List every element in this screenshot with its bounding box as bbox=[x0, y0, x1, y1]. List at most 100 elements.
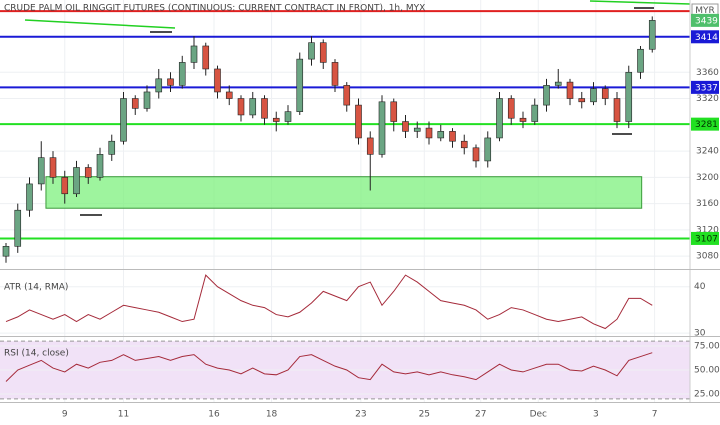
currency: MYR bbox=[695, 6, 715, 16]
level-label-box bbox=[691, 231, 719, 245]
candle-body bbox=[613, 98, 621, 122]
candle-body bbox=[296, 58, 304, 112]
y-tick-label: 40 bbox=[694, 282, 706, 292]
y-tick-label: 3360 bbox=[696, 68, 719, 78]
candle-body bbox=[413, 127, 421, 132]
candle-body bbox=[14, 209, 22, 247]
candle-body bbox=[202, 45, 210, 70]
y-tick-label: 3200 bbox=[696, 173, 719, 183]
x-tick-label: 27 bbox=[475, 410, 486, 420]
candle-body bbox=[390, 101, 398, 122]
y-tick-label: 30 bbox=[694, 329, 706, 339]
axis-labels: 3080 3120 3160 3200 3240 3320 3360 9 11 16 18 23 25 2… bbox=[62, 13, 720, 420]
level-label: 3337 bbox=[695, 83, 718, 93]
x-tick-label: 11 bbox=[118, 410, 129, 420]
candle-body bbox=[366, 137, 374, 155]
candle-body bbox=[131, 98, 139, 109]
level-label: 3107 bbox=[695, 234, 718, 244]
level-label-box bbox=[691, 80, 719, 94]
candle-body bbox=[214, 68, 221, 93]
y-tick-label: 3120 bbox=[696, 225, 719, 235]
y-tick-label: 3080 bbox=[696, 252, 719, 262]
x-tick-label: Dec bbox=[530, 410, 547, 420]
chart-title: CRUDE PALM OIL RINGGIT FUTURES (CONTINUO… bbox=[4, 4, 425, 14]
candle-body bbox=[601, 88, 609, 99]
pane-title: ATR (14, RMA) bbox=[4, 283, 68, 293]
candle-body bbox=[319, 42, 327, 63]
y-tick-label: 3160 bbox=[696, 199, 719, 209]
candle-body bbox=[648, 20, 656, 50]
pane-title: RSI (14, close) bbox=[4, 349, 69, 359]
y-tick-label: 50.00 bbox=[694, 366, 720, 376]
candle-body bbox=[578, 98, 586, 103]
level-label: 3281 bbox=[695, 120, 718, 130]
candle-body bbox=[496, 98, 503, 139]
candle-body bbox=[531, 104, 539, 122]
candle-body bbox=[590, 88, 597, 103]
candle-body bbox=[261, 98, 268, 119]
candle-body bbox=[519, 117, 527, 122]
candle-body bbox=[2, 246, 10, 257]
y-tick-label: 25.00 bbox=[694, 390, 720, 400]
last-price: 3439 bbox=[695, 16, 718, 26]
plot bbox=[0, 10, 690, 382]
x-tick-label: 16 bbox=[208, 410, 220, 420]
candle-body bbox=[484, 137, 492, 162]
candle-body bbox=[566, 81, 574, 99]
y-tick-label: 3320 bbox=[696, 94, 719, 104]
candle-body bbox=[355, 104, 362, 139]
candle-body bbox=[308, 42, 315, 60]
x-tick-label: 3 bbox=[593, 410, 599, 420]
candle-body bbox=[331, 62, 339, 86]
candle-body bbox=[167, 78, 174, 86]
last-price-box bbox=[691, 13, 719, 27]
level-label-box bbox=[691, 30, 719, 44]
candle-body bbox=[73, 167, 80, 195]
candle-body bbox=[343, 85, 351, 106]
candle-body bbox=[237, 98, 245, 116]
candle-body bbox=[543, 85, 550, 106]
candle-body bbox=[378, 101, 386, 155]
candle-body bbox=[155, 78, 163, 93]
zone bbox=[45, 176, 643, 209]
x-tick-label: 18 bbox=[266, 410, 278, 420]
trend-line bbox=[589, 0, 691, 5]
candle-body bbox=[472, 147, 480, 162]
candle-body bbox=[61, 177, 69, 195]
level-label: 3414 bbox=[695, 33, 718, 43]
candle-body bbox=[425, 127, 433, 139]
candle-body bbox=[120, 98, 127, 142]
candle-body bbox=[637, 48, 644, 73]
x-tick-label: 7 bbox=[652, 410, 658, 420]
candle-body bbox=[437, 131, 445, 139]
x-tick-label: 23 bbox=[355, 410, 366, 420]
candle-body bbox=[284, 111, 292, 122]
candle-body bbox=[37, 157, 45, 185]
candle-body bbox=[272, 117, 280, 122]
candle-body bbox=[143, 91, 151, 109]
candle-body bbox=[190, 45, 198, 63]
candle-body bbox=[402, 121, 409, 132]
candle-body bbox=[460, 140, 468, 149]
indicator-line bbox=[5, 352, 653, 382]
indicator-line bbox=[5, 274, 653, 330]
y-tick-label: 75.00 bbox=[694, 341, 720, 351]
y-tick-label: 3240 bbox=[696, 147, 719, 157]
price-axis bbox=[690, 0, 720, 425]
candle-body bbox=[249, 98, 257, 116]
x-tick-label: 25 bbox=[419, 410, 430, 420]
candle-body bbox=[178, 62, 186, 86]
trend-line bbox=[24, 19, 176, 29]
level-label-box bbox=[691, 117, 719, 131]
candle-body bbox=[96, 154, 104, 178]
candle-body bbox=[507, 98, 515, 119]
candle-body bbox=[84, 167, 92, 178]
candle-body bbox=[26, 183, 33, 211]
candle-body bbox=[49, 157, 57, 178]
candle-body bbox=[625, 71, 633, 122]
candle-body bbox=[449, 131, 456, 142]
x-tick-label: 9 bbox=[62, 410, 68, 420]
candle-body bbox=[554, 81, 562, 86]
candle-body bbox=[225, 91, 233, 99]
